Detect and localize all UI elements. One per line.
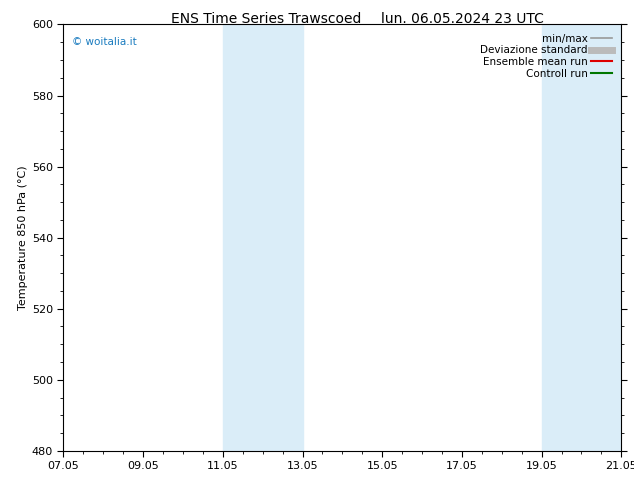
Text: ENS Time Series Trawscoed: ENS Time Series Trawscoed [171, 12, 361, 26]
Bar [541, 24, 566, 451]
Y-axis label: Temperature 850 hPa (°C): Temperature 850 hPa (°C) [18, 165, 27, 310]
Text: lun. 06.05.2024 23 UTC: lun. 06.05.2024 23 UTC [382, 12, 544, 26]
Text: © woitalia.it: © woitalia.it [72, 37, 136, 48]
Legend: min/max, Deviazione standard, Ensemble mean run, Controll run: min/max, Deviazione standard, Ensemble m… [476, 30, 616, 83]
Bar [247, 24, 302, 451]
Bar [223, 24, 247, 451]
Bar [566, 24, 621, 451]
